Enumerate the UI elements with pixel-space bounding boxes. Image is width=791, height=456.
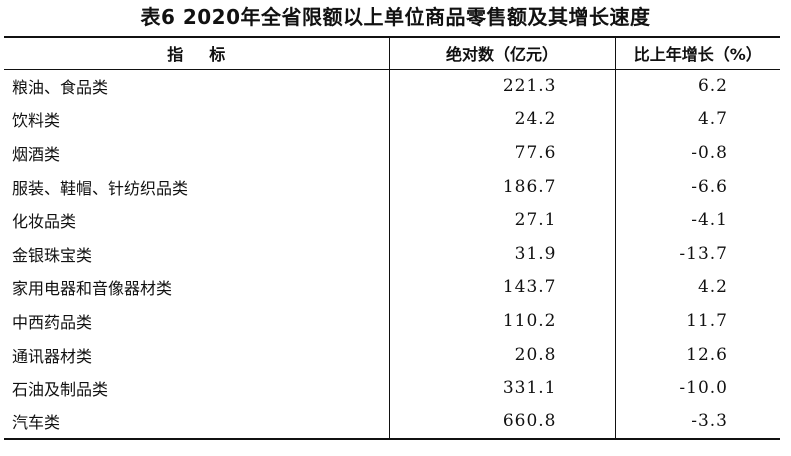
table-row: 金银珠宝类 31.9 -13.7 [4, 236, 780, 271]
row-absolute-value: 331.1 [389, 371, 616, 405]
row-indicator: 汽车类 [4, 404, 390, 439]
row-indicator: 服装、鞋帽、针纺织品类 [4, 169, 390, 204]
row-absolute-value: 20.8 [389, 337, 616, 372]
row-indicator: 饮料类 [4, 102, 390, 137]
row-indicator: 金银珠宝类 [4, 236, 390, 271]
row-growth-value: -0.8 [691, 142, 728, 163]
row-absolute-value: 27.1 [389, 203, 616, 237]
row-absolute-value: 24.2 [389, 102, 616, 137]
row-growth-value: -3.3 [691, 411, 728, 432]
row-indicator: 烟酒类 [4, 136, 390, 170]
row-indicator: 粮油、食品类 [4, 69, 390, 103]
table-row: 服装、鞋帽、针纺织品类 186.7 -6.6 [4, 169, 780, 204]
row-indicator: 中西药品类 [4, 304, 390, 338]
table-row: 石油及制品类 331.1 -10.0 [4, 371, 780, 405]
row-absolute-value: 660.8 [389, 404, 616, 439]
table-row: 中西药品类 110.2 11.7 [4, 304, 780, 338]
row-indicator: 家用电器和音像器材类 [4, 270, 390, 305]
row-indicator: 化妆品类 [4, 203, 390, 237]
row-absolute-value: 186.7 [389, 169, 616, 204]
row-growth-value: -4.1 [691, 210, 728, 231]
row-absolute-value: 143.7 [389, 270, 616, 305]
row-growth-value: -13.7 [679, 243, 728, 264]
row-indicator: 石油及制品类 [4, 371, 390, 405]
header-indicator: 指标 [4, 37, 390, 69]
table-title: 表6 2020年全省限额以上单位商品零售额及其增长速度 [140, 5, 651, 29]
table-row: 烟酒类 77.6 -0.8 [4, 136, 780, 170]
table-body: 粮油、食品类 221.3 6.2 饮料类 24.2 4.7 烟酒类 77.6 -0.8 服装、鞋帽… [4, 69, 780, 439]
row-absolute-value: 110.2 [389, 304, 616, 338]
row-growth-value: 4.7 [697, 109, 728, 130]
table-row: 汽车类 660.8 -3.3 [4, 404, 780, 439]
table-row: 通讯器材类 20.8 12.6 [4, 337, 780, 372]
table-row: 家用电器和音像器材类 143.7 4.2 [4, 270, 780, 305]
row-absolute-value: 31.9 [389, 236, 616, 271]
header-growth: 比上年增长（%） [633, 45, 762, 65]
row-absolute-value: 77.6 [389, 136, 616, 170]
table-row: 粮油、食品类 221.3 6.2 [4, 69, 780, 103]
table-row: 饮料类 24.2 4.7 [4, 102, 780, 137]
row-growth-value: -10.0 [679, 378, 728, 399]
retail-sales-table: 指标 绝对数（亿元） 比上年增长（%） 粮油、食品类 221.3 6.2 饮料类 24.… [4, 36, 780, 440]
row-growth-value: 12.6 [686, 344, 728, 365]
table-header-row: 指标 绝对数（亿元） 比上年增长（%） [4, 37, 780, 69]
row-growth-value: 6.2 [697, 76, 728, 97]
row-absolute-value: 221.3 [389, 69, 616, 103]
row-growth-value: 4.2 [697, 277, 728, 298]
table-row: 化妆品类 27.1 -4.1 [4, 203, 780, 237]
header-absolute: 绝对数（亿元） [389, 37, 616, 69]
row-indicator: 通讯器材类 [4, 337, 390, 372]
row-growth-value: -6.6 [691, 176, 728, 197]
row-growth-value: 11.7 [686, 310, 728, 331]
